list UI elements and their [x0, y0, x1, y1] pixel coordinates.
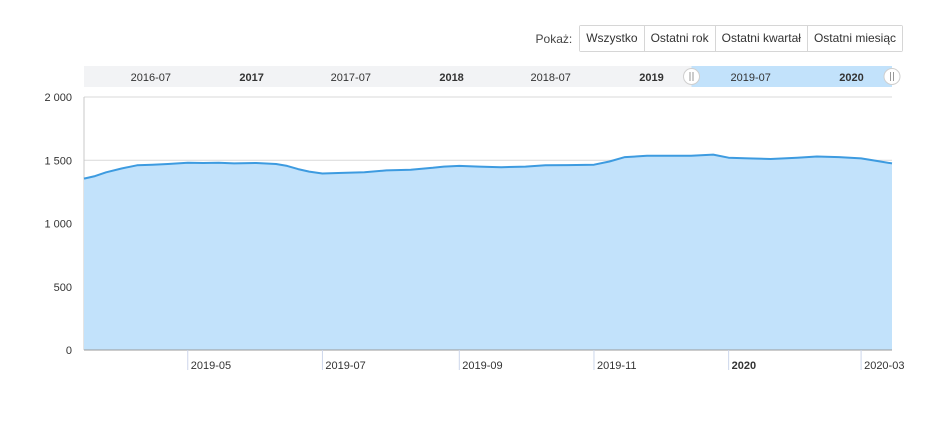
navigator-handle-right[interactable] — [883, 68, 901, 85]
x-tick-label: 2019-07 — [325, 360, 365, 372]
range-selector: Pokaż: Wszystko Ostatni rok Ostatni kwar… — [536, 25, 903, 52]
navigator-handle-knob[interactable] — [683, 68, 701, 85]
x-axis: 2019-05 2019-07 2019-09 2019-11 2020 2020-03 — [84, 349, 904, 372]
y-axis: 0 500 1 000 1 500 2 000 — [44, 92, 85, 357]
series-area — [84, 154, 892, 350]
navigator-label: 2016-07 — [131, 72, 171, 84]
y-tick-label: 2 000 — [44, 92, 72, 104]
navigator-label: 2019 — [639, 72, 663, 84]
x-tick-label: 2020-03 — [864, 360, 904, 372]
x-tick-label: 2019-05 — [191, 360, 231, 372]
navigator-handle-left[interactable] — [683, 68, 701, 85]
y-tick-label: 0 — [66, 345, 72, 357]
range-button-last-year[interactable]: Ostatni rok — [643, 26, 715, 51]
navigator-label: 2019-07 — [730, 72, 770, 84]
navigator-label: 2017-07 — [331, 72, 371, 84]
range-button-last-quarter[interactable]: Ostatni kwartał — [714, 26, 807, 51]
series-line — [83, 153, 893, 180]
plot-area — [83, 153, 893, 350]
navigator-label: 2018 — [439, 72, 463, 84]
x-tick-label: 2019-09 — [462, 360, 502, 372]
x-tick-label: 2019-11 — [597, 360, 637, 372]
navigator[interactable]: 2016-07 2017 2017-07 2018 2018-07 2019 2019-07… — [84, 66, 901, 87]
navigator-selection[interactable] — [691, 66, 892, 87]
navigator-label: 2018-07 — [531, 72, 571, 84]
range-button-group: Wszystko Ostatni rok Ostatni kwartał Ost… — [579, 25, 903, 52]
range-selector-label: Pokaż: — [535, 31, 573, 46]
navigator-label: 2020 — [839, 72, 863, 84]
y-tick-label: 500 — [54, 282, 72, 294]
x-tick-label: 2020 — [732, 360, 756, 372]
y-tick-label: 1 000 — [44, 219, 72, 231]
navigator-label: 2017 — [239, 72, 263, 84]
range-button-all[interactable]: Wszystko — [580, 26, 644, 51]
navigator-handle-knob[interactable] — [883, 68, 901, 85]
y-tick-label: 1 500 — [44, 155, 72, 167]
range-button-last-month[interactable]: Ostatni miesiąc — [806, 26, 902, 51]
